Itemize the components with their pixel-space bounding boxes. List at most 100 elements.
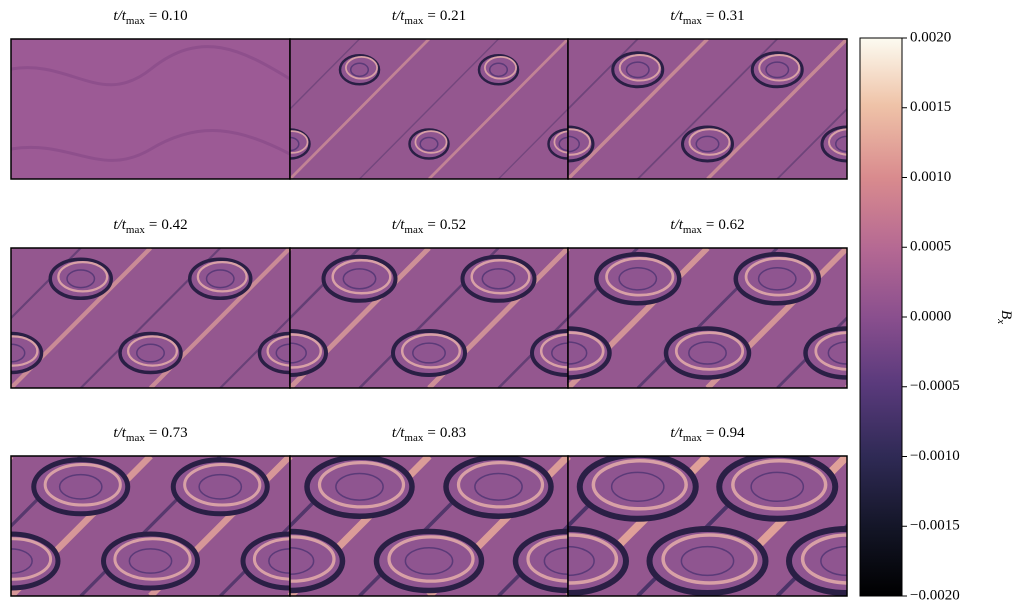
vortex-core xyxy=(680,545,735,577)
vortex-core xyxy=(419,136,439,152)
colorbar-symbol: B xyxy=(998,310,1014,319)
filament xyxy=(498,108,568,179)
vortex-core xyxy=(835,135,847,153)
title-equals: = xyxy=(706,217,714,233)
panel-frame xyxy=(567,38,848,180)
vortex-rim xyxy=(661,533,758,585)
filament xyxy=(776,107,847,179)
filament xyxy=(290,39,430,179)
panel-time: 0.83 xyxy=(440,425,466,441)
title-equals: = xyxy=(427,8,435,24)
panel xyxy=(289,38,569,180)
colorbar-tick-label: 0.0015 xyxy=(910,99,951,115)
title-symbol: t/t xyxy=(113,217,126,233)
vortex-rim xyxy=(113,537,192,581)
vortex-rim xyxy=(526,535,568,583)
panel-field xyxy=(568,39,847,179)
vortex-core xyxy=(827,341,847,365)
title-subscript: max xyxy=(683,224,702,236)
vortex-rim xyxy=(731,459,828,511)
vortex-rim xyxy=(183,463,262,507)
panel xyxy=(567,247,848,389)
title-symbol: t/t xyxy=(392,217,405,233)
panel xyxy=(567,455,848,597)
filament xyxy=(219,523,290,596)
title-subscript: max xyxy=(404,224,423,236)
title-equals: = xyxy=(427,425,435,441)
filament xyxy=(497,316,568,388)
panel xyxy=(289,247,569,389)
title-subscript: max xyxy=(126,224,145,236)
vortex-rim xyxy=(800,533,847,585)
vortex-rim xyxy=(618,54,661,82)
vortex-rim xyxy=(126,335,179,367)
vortex-rim xyxy=(744,257,814,297)
filament xyxy=(11,456,14,461)
title-symbol: t/t xyxy=(392,8,405,24)
title-equals: = xyxy=(427,217,435,233)
panel-time: 0.73 xyxy=(161,425,187,441)
vortex-core xyxy=(349,62,370,78)
vortex-rim xyxy=(605,257,675,297)
filament xyxy=(219,316,290,388)
vortex-rim xyxy=(252,537,290,581)
panel-frame xyxy=(567,455,848,597)
vortex-rim xyxy=(456,461,545,509)
vortex-rim xyxy=(414,130,448,154)
vortex-core xyxy=(128,548,173,574)
title-subscript: max xyxy=(683,432,702,444)
panel-title: t/tmax = 0.73 xyxy=(113,425,187,443)
vortex-rim xyxy=(758,54,801,82)
vortex-core xyxy=(750,471,805,502)
filament xyxy=(428,39,568,179)
colorbar-label: Bx xyxy=(995,310,1013,324)
colorbar-tick-label: −0.0010 xyxy=(910,448,960,464)
title-subscript: max xyxy=(126,432,145,444)
vortex-core xyxy=(268,548,290,574)
panel-frame xyxy=(567,247,848,389)
vortex-rim xyxy=(400,333,462,369)
panel-field xyxy=(568,248,847,388)
panel-time: 0.42 xyxy=(161,217,187,233)
panel-title: t/tmax = 0.31 xyxy=(670,8,744,26)
vortex-rim xyxy=(470,259,531,295)
panel-title: t/tmax = 0.94 xyxy=(670,425,745,443)
vortex-rim xyxy=(331,259,392,295)
panel-time: 0.10 xyxy=(161,8,187,24)
vortex-rim xyxy=(568,128,591,156)
title-equals: = xyxy=(149,425,157,441)
vortex-rim xyxy=(290,535,336,583)
title-subscript: max xyxy=(126,15,145,27)
vortex-rim xyxy=(568,533,619,585)
panel-field xyxy=(11,248,290,388)
vortex-rim xyxy=(266,335,290,367)
panel-time: 0.62 xyxy=(718,217,744,233)
filament xyxy=(706,39,847,179)
title-equals: = xyxy=(706,8,714,24)
vortex-core xyxy=(481,268,516,290)
vortex-rim xyxy=(553,130,568,154)
panel-time: 0.94 xyxy=(718,425,745,441)
panel-field xyxy=(568,456,847,596)
colorbar-tick-label: −0.0005 xyxy=(910,378,960,394)
panel-field xyxy=(11,45,290,162)
vortex-core xyxy=(412,342,446,364)
title-subscript: max xyxy=(404,15,423,27)
vortex-core xyxy=(765,61,790,79)
vortex-core xyxy=(543,546,568,576)
vortex-core xyxy=(688,341,727,365)
vortex-rim xyxy=(387,535,475,583)
vortex-rim xyxy=(591,459,688,511)
colorbar-tick-label: 0.0005 xyxy=(910,239,951,255)
vortex-rim xyxy=(11,335,39,367)
vortex xyxy=(11,331,44,375)
panel-time: 0.21 xyxy=(440,8,466,24)
vortex-core xyxy=(695,135,720,153)
colorbar-tick-label: 0.0000 xyxy=(910,308,951,324)
vortex-core xyxy=(11,343,26,363)
vortex-rim xyxy=(317,461,406,509)
colorbar-tick-label: −0.0020 xyxy=(910,587,960,603)
vortex xyxy=(568,526,629,596)
vortex-rim xyxy=(345,56,378,80)
